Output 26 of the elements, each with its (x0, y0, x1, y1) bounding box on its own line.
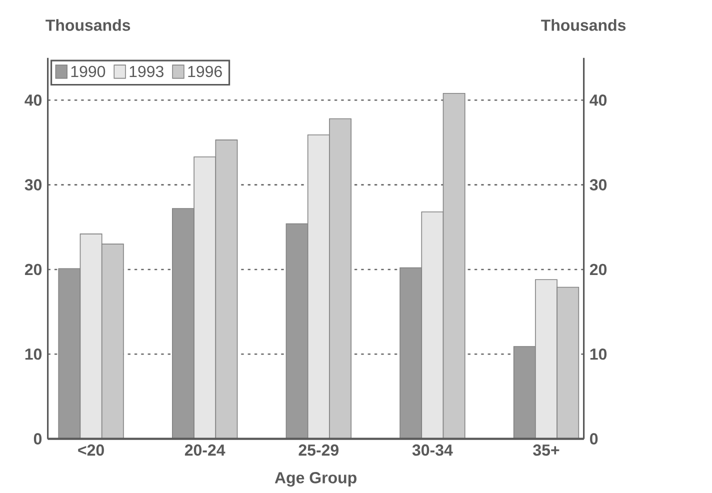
y-axis-title: Thousands (46, 19, 130, 31)
x-tick-label: 35+ (533, 444, 560, 456)
bar (215, 140, 238, 439)
x-tick-label: 20-24 (184, 444, 226, 456)
y2-tick-label: 30 (590, 179, 607, 190)
x-tick-label: 25-29 (298, 444, 339, 456)
y2-axis-title: Thousands (541, 19, 626, 31)
y2-tick-label: 0 (590, 433, 598, 444)
y2-tick-label: 10 (590, 348, 607, 360)
legend-label: 1993 (130, 66, 164, 78)
legend-label: 1996 (188, 66, 222, 78)
bar (329, 118, 352, 439)
legend-label: 1990 (71, 66, 106, 78)
y-tick-label: 10 (25, 348, 42, 360)
bar (556, 286, 580, 439)
x-axis-title: Age Group (274, 472, 356, 487)
x-tick-label: <20 (78, 444, 104, 456)
y-tick-label: 40 (24, 94, 42, 106)
x-tick-label: 30-34 (412, 444, 453, 456)
y-tick-label: 20 (24, 264, 42, 276)
y2-tick-label: 40 (590, 94, 607, 106)
y-tick-label: 30 (24, 179, 42, 190)
bar (442, 92, 466, 439)
y-tick-label: 0 (34, 433, 42, 444)
bar (101, 244, 124, 439)
y2-tick-label: 20 (590, 264, 607, 276)
